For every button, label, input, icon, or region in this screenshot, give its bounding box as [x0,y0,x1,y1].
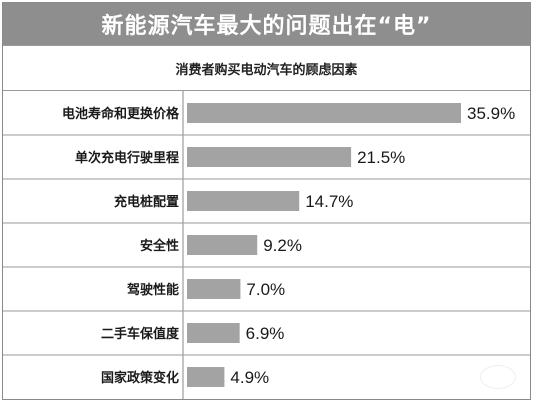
bar [187,323,240,343]
chart-subtitle: 消费者购买电动汽车的顾虑因素 [3,45,530,91]
bar [187,279,241,299]
value-label: 21.5% [357,148,405,167]
category-label: 安全性 [140,238,179,254]
value-label: 35.9% [467,104,515,123]
bar [187,367,225,387]
bar [187,191,300,211]
value-label: 7.0% [246,280,285,299]
category-label: 充电桩配置 [114,194,179,210]
category-label: 国家政策变化 [101,370,179,386]
value-label: 4.9% [230,368,269,387]
category-label: 二手车保值度 [101,326,180,342]
bar [187,235,258,255]
bar [187,147,352,167]
category-label: 驾驶性能 [127,282,179,298]
bar [187,103,461,123]
chart-title: 新能源汽车最大的问题出在“电” [3,3,530,45]
chart-frame: 新能源汽车最大的问题出在“电” 消费者购买电动汽车的顾虑因素 电池寿命和更换价格… [2,2,531,400]
watermark-logo [480,365,516,389]
bar-chart: 电池寿命和更换价格 35.9% 单次充电行驶里程 21.5% 充电桩配置 14.7% 安全性… [3,91,530,399]
value-label: 6.9% [246,324,285,343]
category-label: 单次充电行驶里程 [75,150,179,166]
category-label: 电池寿命和更换价格 [62,106,180,122]
value-label: 14.7% [305,192,353,211]
value-label: 9.2% [263,236,302,255]
